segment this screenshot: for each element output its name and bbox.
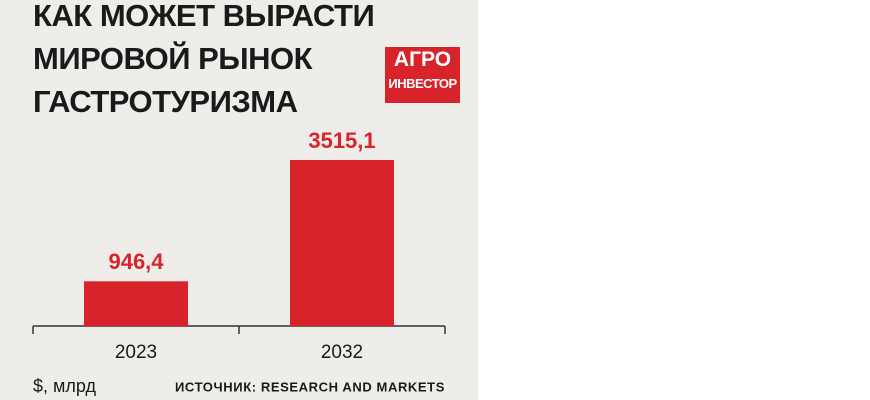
bar	[84, 281, 188, 326]
logo-line: ИНВЕСТОР	[388, 76, 457, 91]
unit-label: $, млрд	[33, 376, 96, 396]
bar	[290, 160, 394, 326]
logo-line: АГРО	[393, 48, 452, 71]
logo: АГРО ИНВЕСТОР	[385, 47, 460, 103]
x-tick-label: 2032	[321, 342, 363, 363]
value-label: 946,4	[108, 249, 164, 274]
x-tick-label: 2023	[115, 342, 157, 363]
source-note: ИСТОЧНИК: RESEARCH AND MARKETS	[175, 379, 445, 394]
chart-panel: КАК МОЖЕТ ВЫРАСТИ МИРОВОЙ РЫНОК ГАСТРОТУ…	[0, 0, 478, 400]
chart: $, млрд ИСТОЧНИК: RESEARCH AND MARKETS 9…	[32, 128, 446, 396]
value-label: 3515,1	[308, 128, 375, 153]
chart-title: КАК МОЖЕТ ВЫРАСТИ МИРОВОЙ РЫНОК ГАСТРОТУ…	[33, 0, 375, 119]
